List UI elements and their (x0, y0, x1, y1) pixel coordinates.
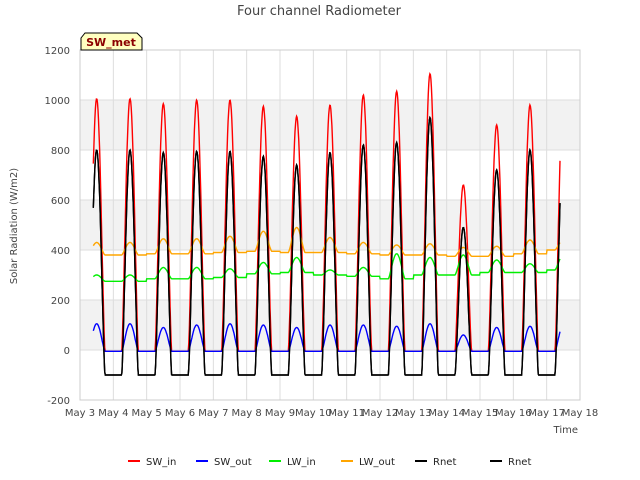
legend-item: LW_out (341, 457, 395, 468)
x-tick-label: May 6 (165, 408, 195, 419)
legend-item: Rnet (490, 457, 531, 468)
x-tick-label: May 7 (198, 408, 228, 419)
x-tick-label: May 18 (562, 408, 599, 419)
legend-label: SW_in (146, 457, 176, 468)
y-tick-label: 400 (51, 246, 70, 257)
x-tick-label: May 13 (395, 408, 432, 419)
y-tick-label: 600 (51, 196, 70, 207)
series-line-rnet-2 (92, 115, 561, 376)
y-tick-label: 200 (51, 296, 70, 307)
x-tick-label: May 3 (65, 408, 95, 419)
x-tick-label: May 17 (528, 408, 565, 419)
plot-background-bands (80, 100, 580, 350)
legend-label: Rnet (433, 457, 456, 468)
legend-label: SW_out (214, 457, 252, 468)
x-tick-label: May 12 (362, 408, 399, 419)
legend: SW_in SW_out LW_in LW_out Rnet Rnet (128, 457, 531, 468)
y-tick-label: 0 (64, 346, 70, 357)
x-tick-label: May 14 (428, 408, 465, 419)
legend-label: Rnet (508, 457, 531, 468)
legend-item: SW_out (196, 457, 252, 468)
background-band (80, 200, 580, 250)
x-tick-label: May 16 (495, 408, 532, 419)
series-line-lw_in (92, 253, 561, 282)
x-axis-label: Time (553, 425, 578, 436)
y-tick-label: 1200 (45, 46, 70, 57)
legend-label: LW_out (359, 457, 395, 468)
x-tick-label: May 5 (132, 408, 162, 419)
y-axis-label: Solar Radiation (W/m2) (9, 168, 20, 284)
x-tick-label: May 4 (98, 408, 128, 419)
y-tick-label: 800 (51, 146, 70, 157)
x-tick-label: May 11 (328, 408, 365, 419)
y-tick-label: 1000 (45, 96, 70, 107)
y-tick-label: -200 (47, 396, 70, 407)
x-axis-ticks: May 3 May 4 May 5 May 6 May 7 May 8 May 9 May 1… (65, 408, 598, 419)
site-badge-label: SW_met (86, 36, 136, 49)
series-line-lw_out (92, 226, 561, 257)
series-lines (92, 72, 561, 376)
site-badge: SW_met (80, 32, 143, 51)
x-tick-label: May 15 (462, 408, 499, 419)
x-tick-label: May 9 (265, 408, 295, 419)
site-badge-shape (80, 32, 143, 51)
plot-frame (79, 49, 581, 401)
chart-title: Four channel Radiometer (237, 4, 402, 19)
y-axis-ticks: -200 0 200 400 600 800 1000 1200 (45, 46, 70, 407)
legend-item: Rnet (415, 457, 456, 468)
legend-label: LW_in (287, 457, 316, 468)
x-tick-label: May 8 (232, 408, 262, 419)
legend-item: LW_in (269, 457, 316, 468)
x-tick-label: May 10 (295, 408, 332, 419)
legend-item: SW_in (128, 457, 176, 468)
